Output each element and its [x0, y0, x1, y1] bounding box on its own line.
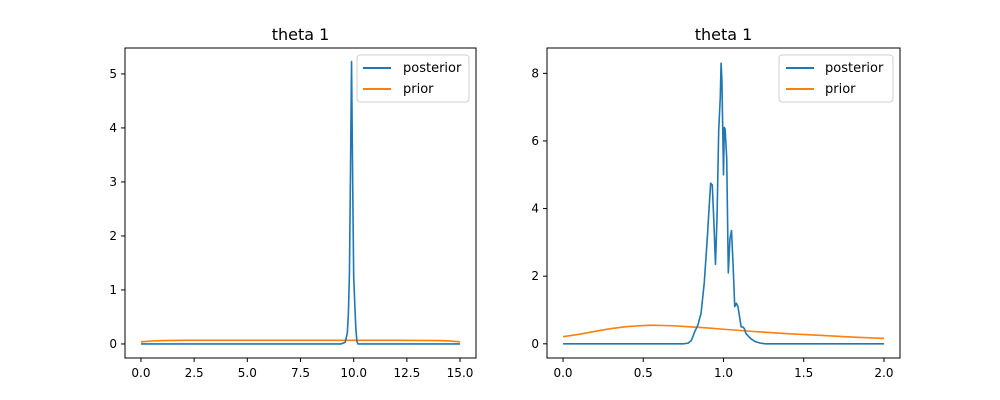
legend: posterior prior — [356, 54, 470, 103]
x-tick-label: 0.0 — [553, 366, 572, 380]
y-tick-label: 2 — [109, 229, 117, 243]
legend-label-prior: prior — [403, 82, 434, 97]
x-tick-label: 2.5 — [185, 366, 204, 380]
tick-group: 0.0 0.5 1.0 1.5 2.0 0 2 4 6 8 — [531, 66, 893, 380]
y-tick-label: 6 — [531, 134, 539, 148]
legend-box — [778, 54, 894, 103]
legend: posterior prior — [778, 54, 894, 103]
x-tick-label: 1.5 — [794, 366, 813, 380]
tick-group: 0.0 2.5 5.0 7.5 10.0 12.5 15.0 0 1 2 3 4 5 — [109, 67, 473, 380]
axes-frame — [546, 47, 901, 359]
y-tick-label: 1 — [109, 283, 117, 297]
legend-label-prior: prior — [825, 82, 856, 97]
y-tick-label: 3 — [109, 175, 117, 189]
legend-box — [356, 54, 470, 103]
y-tick-label: 0 — [109, 337, 117, 351]
legend-label-posterior: posterior — [403, 61, 462, 76]
chart-panel-left: theta 1 0.0 2.5 5.0 7.5 10.0 12.5 15.0 0 1 2 3 4 5 p… — [109, 25, 477, 380]
chart-panel-right: theta 1 0.0 0.5 1.0 1.5 2.0 0 2 4 6 8 posterior p… — [531, 25, 901, 380]
series-line-posterior — [563, 62, 884, 345]
x-tick-label: 7.5 — [291, 366, 310, 380]
series-group — [140, 60, 461, 345]
legend-label-posterior: posterior — [825, 61, 884, 76]
x-tick-label: 12.5 — [394, 366, 421, 380]
series-line-prior — [140, 339, 461, 343]
chart-title: theta 1 — [272, 25, 330, 44]
y-tick-label: 0 — [531, 337, 539, 351]
x-tick-label: 15.0 — [447, 366, 474, 380]
y-tick-label: 8 — [531, 66, 539, 80]
y-tick-label: 4 — [531, 202, 539, 216]
x-tick-label: 5.0 — [238, 366, 257, 380]
y-tick-label: 2 — [531, 269, 539, 283]
series-group — [562, 62, 884, 345]
x-tick-label: 0.0 — [131, 366, 150, 380]
y-tick-label: 4 — [109, 121, 117, 135]
x-tick-label: 1.0 — [714, 366, 733, 380]
chart-title: theta 1 — [695, 25, 753, 44]
series-line-prior — [562, 324, 884, 340]
series-line-posterior — [140, 60, 461, 345]
y-tick-label: 5 — [109, 67, 117, 81]
x-tick-label: 0.5 — [634, 366, 653, 380]
x-tick-label: 10.0 — [340, 366, 367, 380]
x-tick-label: 2.0 — [874, 366, 893, 380]
axes-frame — [124, 47, 477, 359]
